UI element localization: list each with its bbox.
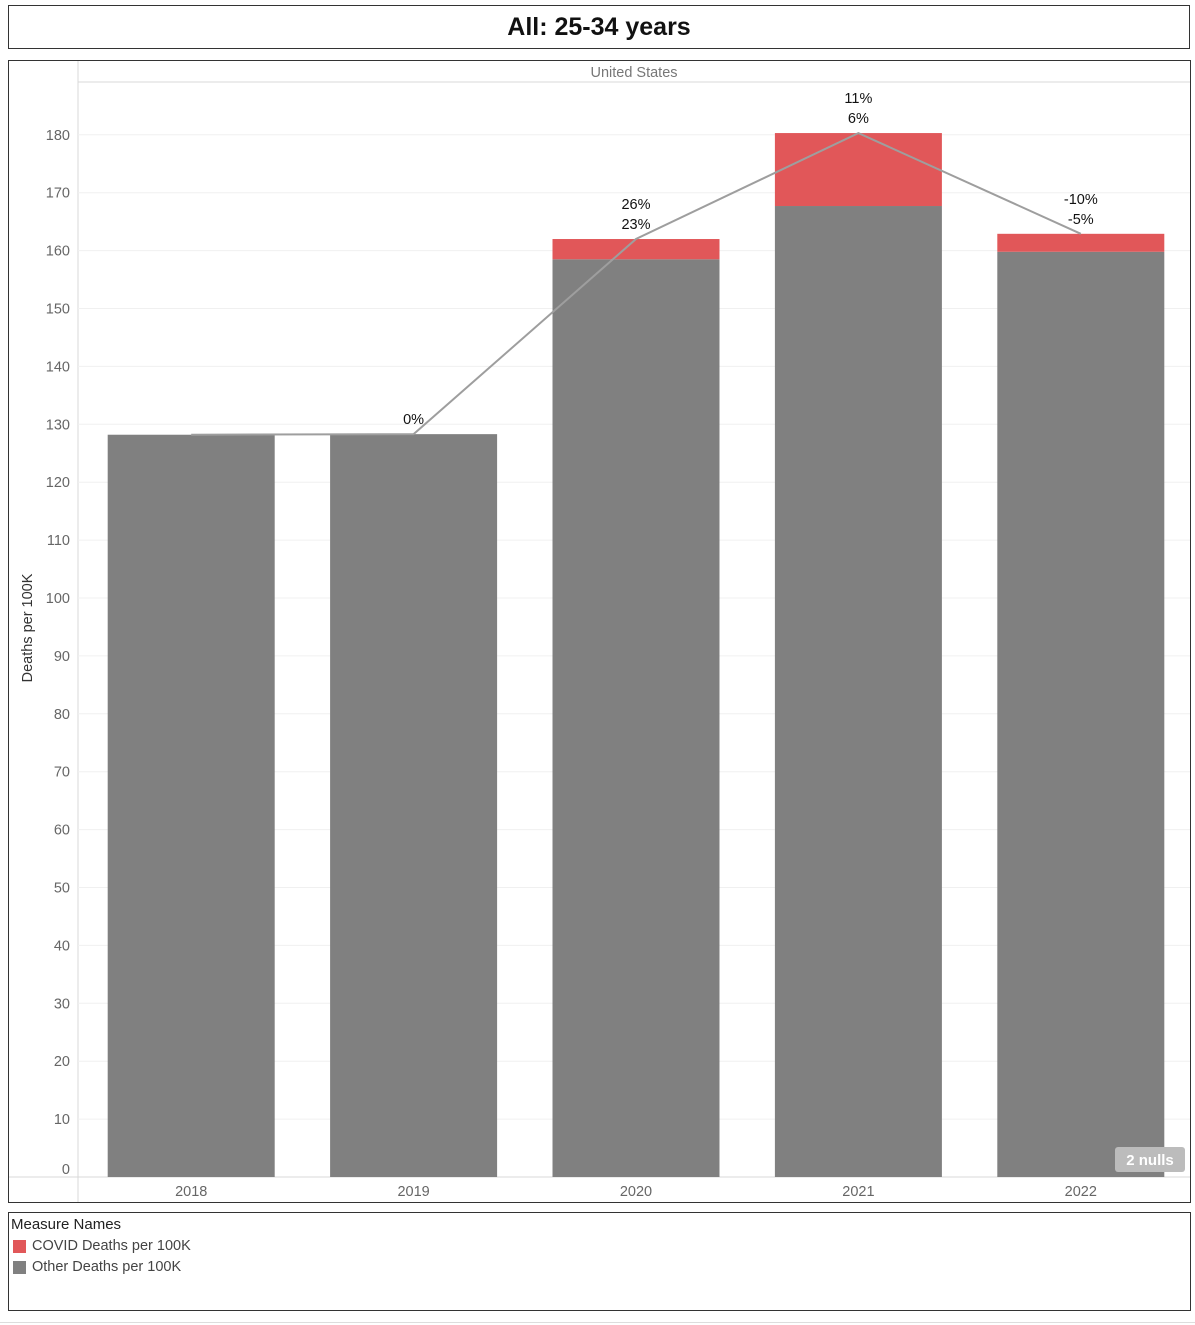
page-bottom-rule <box>0 1322 1195 1323</box>
legend-label-covid: COVID Deaths per 100K <box>32 1238 191 1254</box>
y-tick-label-30: 30 <box>54 996 70 1012</box>
nulls-badge-bg <box>1115 1147 1185 1172</box>
bar-other-2022 <box>997 251 1165 1177</box>
y-tick-label-20: 20 <box>54 1054 70 1070</box>
y-tick-label-50: 50 <box>54 881 70 897</box>
annotation-2022-0: -10% <box>1064 192 1098 208</box>
y-tick-label-90: 90 <box>54 649 70 665</box>
annotation-2020-0: 26% <box>621 197 650 213</box>
y-axis-title: Deaths per 100K <box>20 573 36 682</box>
bar-covid-2020 <box>552 239 720 260</box>
legend-item-other[interactable]: Other Deaths per 100K <box>13 1259 181 1275</box>
nulls-badge-label: 2 nulls <box>1126 1152 1174 1169</box>
annotation-2021-0: 11% <box>844 91 872 107</box>
bar-other-2021 <box>774 206 942 1178</box>
x-tick-label-2021: 2021 <box>842 1184 874 1200</box>
y-tick-label-40: 40 <box>54 938 70 954</box>
y-tick-label-150: 150 <box>46 302 70 318</box>
bar-other-2020 <box>552 259 720 1177</box>
panel-header-label: United States <box>590 65 677 81</box>
y-tick-label-60: 60 <box>54 823 70 839</box>
annotation-2019-0: 0% <box>403 412 424 428</box>
y-tick-label-80: 80 <box>54 707 70 723</box>
chart-title: All: 25-34 years <box>507 12 691 41</box>
legend-label-other: Other Deaths per 100K <box>32 1259 182 1275</box>
y-tick-label-170: 170 <box>46 186 70 202</box>
y-tick-label-180: 180 <box>46 128 70 144</box>
y-tick-label-110: 110 <box>47 533 70 549</box>
y-tick-label-100: 100 <box>46 591 70 607</box>
y-tick-label-10: 10 <box>54 1112 70 1128</box>
x-tick-label-2022: 2022 <box>1065 1184 1097 1200</box>
y-tick-label-130: 130 <box>46 417 70 433</box>
bar-other-2019 <box>330 434 498 1177</box>
legend-item-covid[interactable]: COVID Deaths per 100K <box>13 1238 191 1254</box>
legend-swatch-other <box>13 1260 26 1274</box>
total-trend-line <box>191 131 1082 436</box>
chart-panel: United States 0 10 20 30 40 50 60 70 80 90 100 110 12… <box>8 60 1191 1203</box>
legend-swatch-covid <box>13 1239 26 1253</box>
y-tick-label-70: 70 <box>54 765 70 781</box>
x-tick-label-2020: 2020 <box>620 1184 652 1200</box>
x-tick-label-2018: 2018 <box>175 1184 207 1200</box>
stacked-bar-chart: United States 0 10 20 30 40 50 60 70 80 90 100 110 12… <box>9 61 1190 1202</box>
y-tick-label-140: 140 <box>46 359 70 375</box>
annotation-2020-1: 23% <box>621 217 650 233</box>
annotation-2022-1: -5% <box>1068 212 1094 228</box>
y-tick-label-0: 0 <box>62 1162 70 1178</box>
x-tick-label-2019: 2019 <box>397 1184 429 1200</box>
legend: Measure Names COVID Deaths per 100K Othe… <box>8 1212 1191 1311</box>
bar-other-2018 <box>107 434 275 1177</box>
y-tick-label-160: 160 <box>46 244 70 260</box>
legend-title: Measure Names <box>11 1216 122 1233</box>
chart-title-box: All: 25-34 years <box>8 5 1190 49</box>
bar-covid-2022 <box>997 233 1165 252</box>
y-tick-label-120: 120 <box>46 475 70 491</box>
annotation-2021-1: 6% <box>848 111 869 127</box>
bar-covid-2021 <box>774 133 942 207</box>
